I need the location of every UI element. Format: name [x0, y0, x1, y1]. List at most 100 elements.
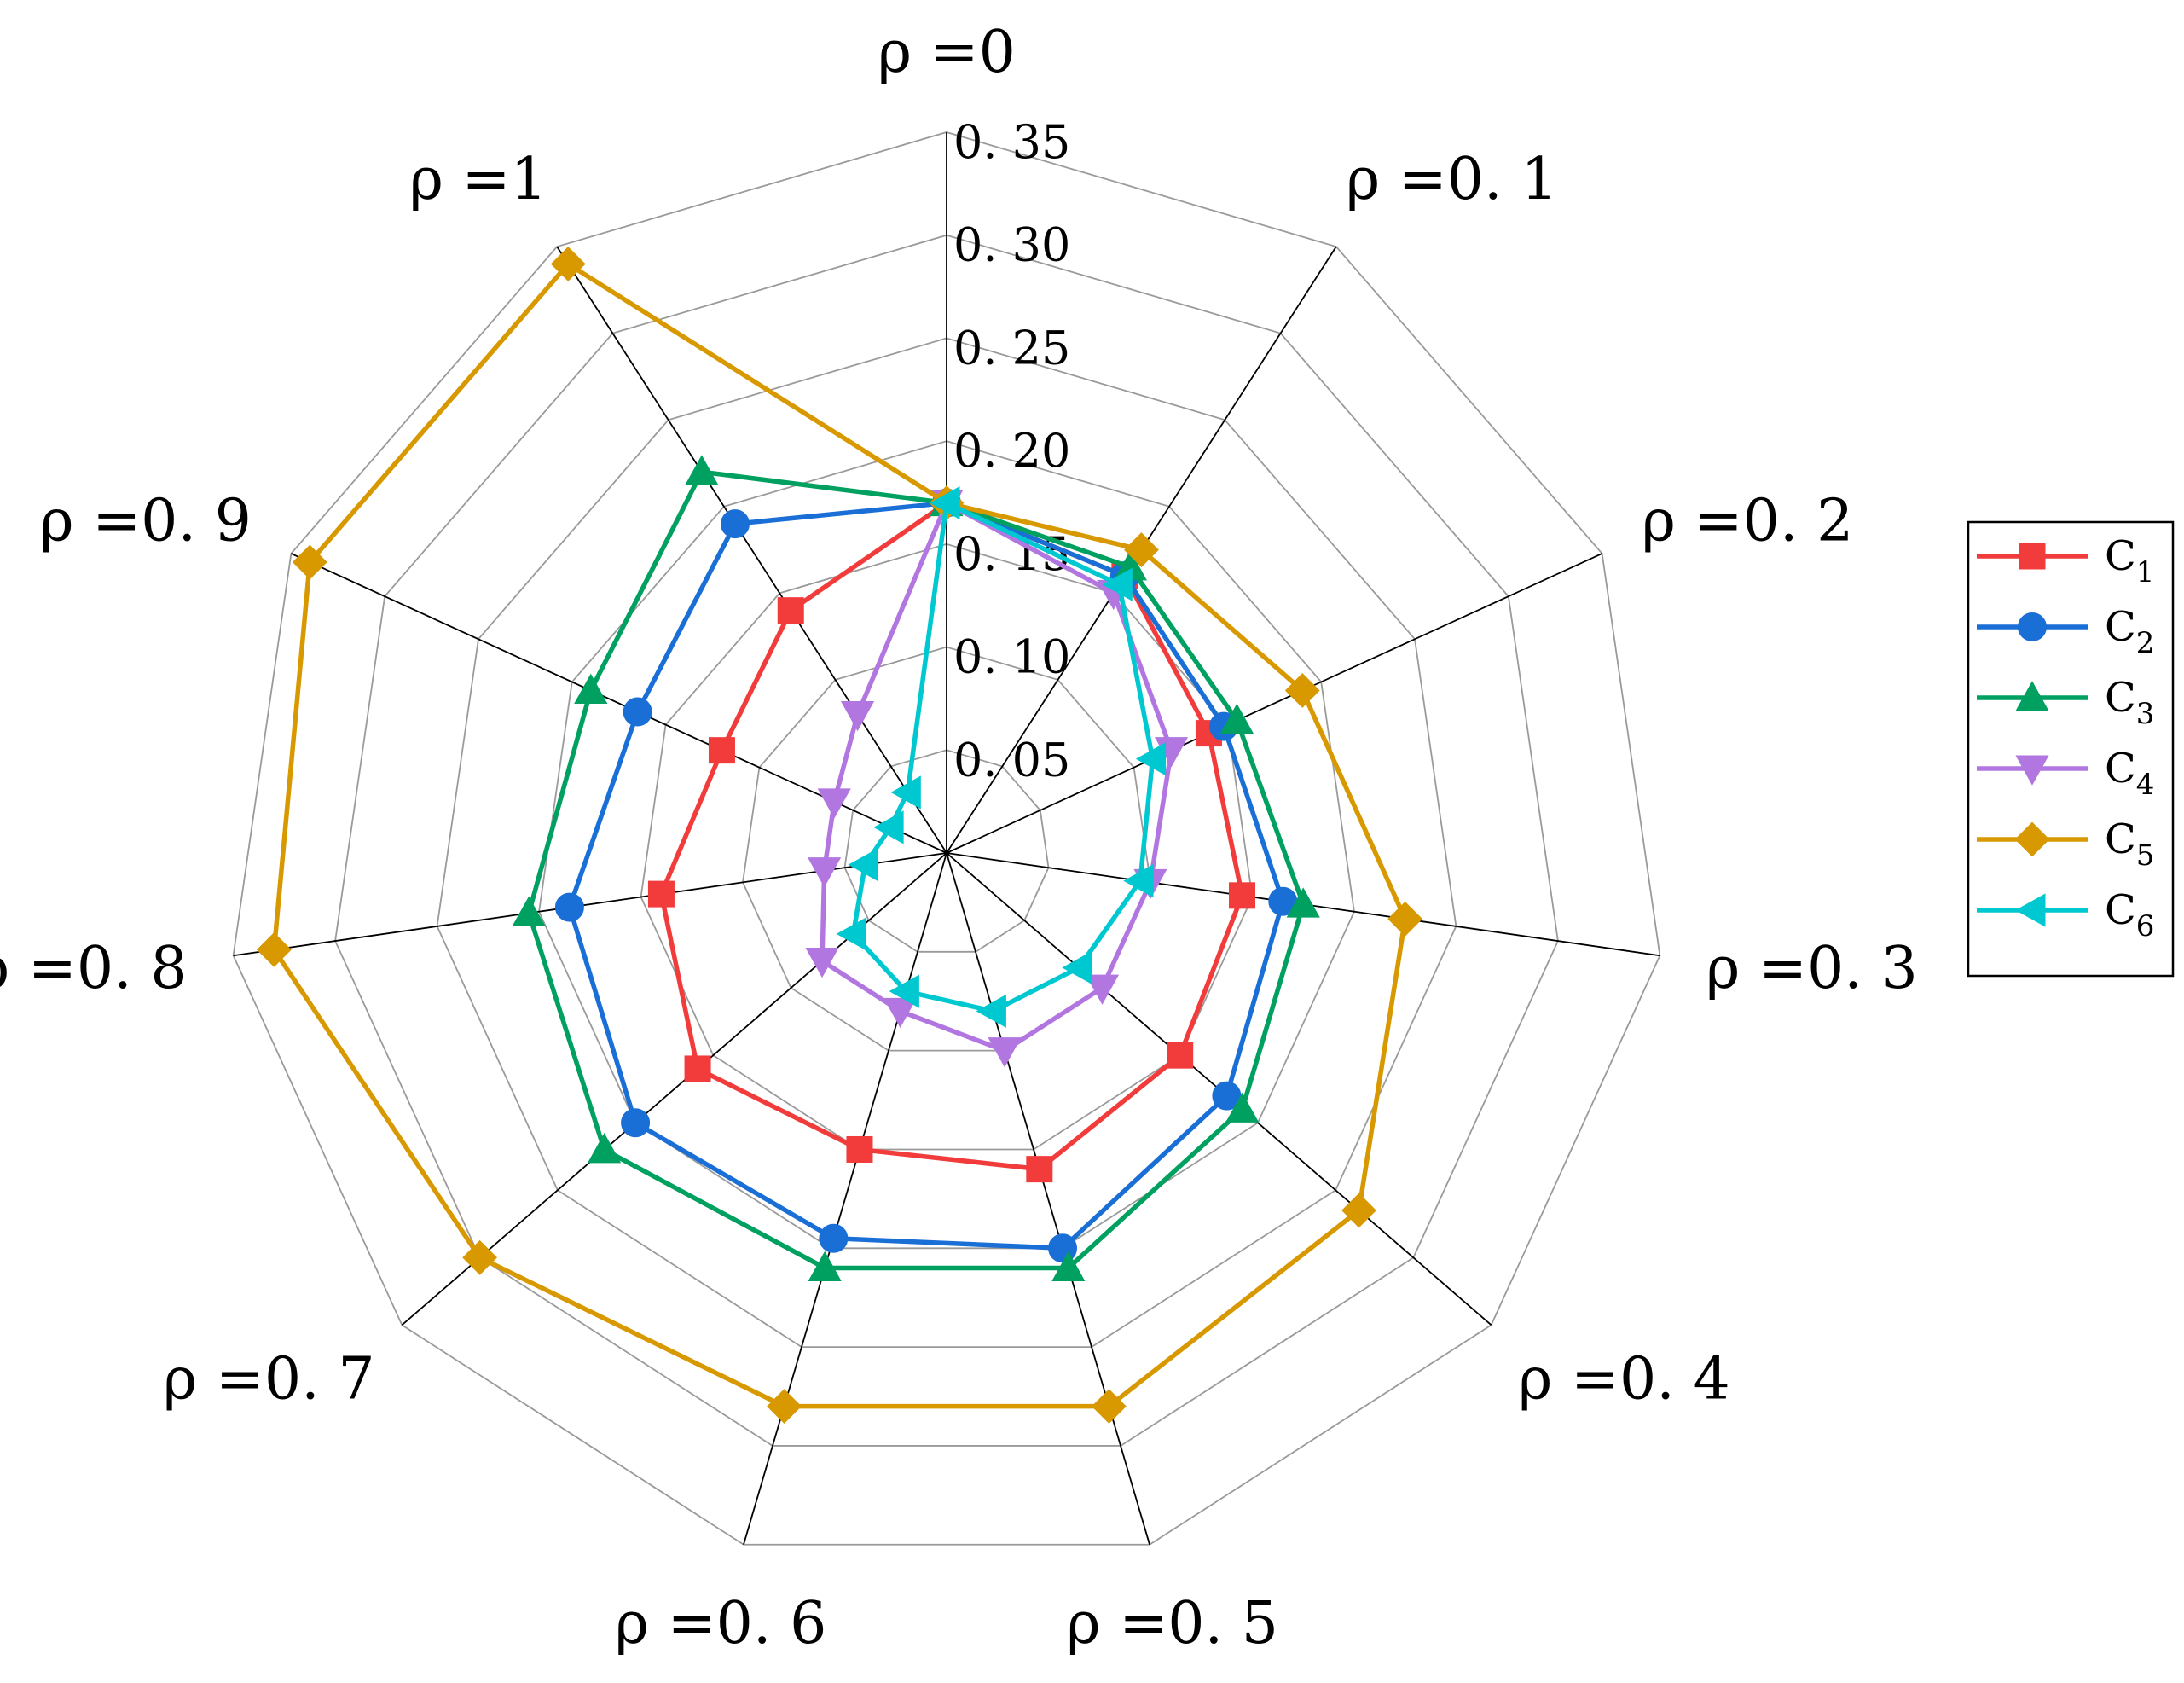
- tick-label: 0. 30: [953, 218, 1070, 272]
- data-point: [647, 880, 675, 908]
- axis-label: ρ =0. 4: [1518, 1346, 1729, 1413]
- series-line-c2: [567, 500, 1286, 1251]
- axis-label: ρ =0. 1: [1346, 146, 1557, 213]
- grid-ring-0: [843, 749, 1050, 953]
- data-point: [1341, 1193, 1376, 1228]
- legend-marker: [2019, 543, 2046, 570]
- radar-spokes: [233, 132, 1660, 1546]
- axis-label: ρ =0. 2: [1642, 488, 1853, 555]
- grid-ring-4: [436, 337, 1457, 1349]
- axis-label: ρ =0. 5: [1067, 1590, 1278, 1657]
- data-point: [1102, 567, 1133, 601]
- data-point: [708, 737, 735, 764]
- data-point: [836, 917, 867, 951]
- data-point: [1092, 1389, 1127, 1425]
- data-point: [1219, 703, 1254, 734]
- data-point: [1284, 673, 1320, 708]
- data-point: [976, 994, 1006, 1028]
- axis-labels: ρ =0 ρ =0. 1 ρ =0. 2 ρ =0. 3 ρ =0. 4 ρ =0. 5 ρ…: [0, 19, 1918, 1657]
- data-point: [883, 997, 918, 1029]
- series-c1: [647, 490, 1256, 1183]
- legend-marker: [2015, 755, 2049, 786]
- data-point: [512, 896, 546, 926]
- grid-ring-5: [334, 234, 1559, 1447]
- data-point: [1123, 864, 1154, 898]
- axis-label: ρ =0: [878, 19, 1016, 86]
- data-point: [1048, 1233, 1078, 1263]
- data-point: [805, 947, 839, 978]
- axis-label: ρ =0. 3: [1706, 935, 1917, 1002]
- legend-box: [1967, 520, 2175, 978]
- data-point: [1085, 974, 1120, 1005]
- data-point: [890, 775, 921, 810]
- data-point: [574, 673, 608, 704]
- data-point: [292, 544, 327, 580]
- axis-label: ρ =0. 9: [40, 488, 252, 555]
- axis-label: ρ =0. 6: [615, 1590, 826, 1657]
- spoke-5: [946, 852, 1150, 1546]
- data-point: [1387, 901, 1423, 937]
- data-point: [1286, 887, 1320, 918]
- data-point: [988, 1037, 1022, 1068]
- data-point: [1062, 950, 1092, 984]
- legend-marker: [2018, 612, 2047, 641]
- data-point: [767, 1389, 802, 1425]
- tick-label: 0. 25: [953, 321, 1070, 374]
- tick-label: 0. 20: [953, 424, 1070, 478]
- data-point: [840, 701, 875, 732]
- data-point: [257, 931, 292, 967]
- data-point: [1026, 1156, 1053, 1183]
- tick-label: 0. 10: [953, 630, 1070, 684]
- spoke-10: [556, 246, 947, 854]
- data-point: [1225, 1092, 1260, 1123]
- tick-label: 0. 05: [953, 733, 1070, 786]
- legend-label: C1: [2105, 532, 2154, 589]
- data-point: [819, 1223, 849, 1253]
- legend-marker: [2015, 681, 2049, 711]
- axis-label: ρ =1: [409, 146, 547, 213]
- data-point: [1124, 532, 1159, 567]
- data-point: [817, 788, 851, 819]
- series-line-c4: [820, 500, 1174, 1053]
- data-point: [1229, 882, 1256, 909]
- grid-ring-6: [232, 131, 1661, 1546]
- data-point: [550, 247, 586, 281]
- data-point: [623, 697, 652, 727]
- series-line-c5: [271, 261, 1408, 1409]
- data-point: [1051, 1251, 1086, 1281]
- data-point: [554, 892, 584, 922]
- axis-label: ρ =0. 8: [0, 935, 188, 1002]
- spoke-6: [743, 852, 947, 1546]
- data-point: [684, 1055, 711, 1082]
- series-c6: [836, 485, 1167, 1028]
- data-point: [889, 974, 919, 1008]
- data-point: [462, 1239, 498, 1275]
- series-line-c3: [526, 469, 1306, 1271]
- legend-marker: [2015, 893, 2046, 927]
- data-point: [930, 485, 960, 520]
- legend-marker: [2014, 821, 2050, 857]
- data-point: [621, 1108, 651, 1138]
- axis-label: ρ =0. 7: [163, 1346, 374, 1413]
- data-point: [587, 1133, 622, 1164]
- data-point: [808, 1251, 842, 1281]
- data-point: [1167, 1042, 1194, 1069]
- data-point: [808, 857, 842, 888]
- data-point: [721, 509, 750, 539]
- grid-ring-1: [742, 646, 1151, 1052]
- tick-label: 0. 35: [953, 115, 1070, 169]
- spoke-2: [946, 553, 1603, 854]
- data-point: [873, 810, 904, 844]
- data-point: [777, 597, 804, 624]
- series-layer: [257, 247, 1423, 1425]
- series-c5: [257, 247, 1423, 1425]
- data-point: [848, 848, 878, 882]
- data-point: [685, 455, 719, 485]
- legend-entry-c1: C1: [1977, 532, 2154, 589]
- grid-ring-3: [538, 440, 1355, 1250]
- radial-tick-labels: 0. 050. 100. 150. 200. 250. 300. 35: [953, 115, 1070, 786]
- data-point: [1135, 742, 1167, 776]
